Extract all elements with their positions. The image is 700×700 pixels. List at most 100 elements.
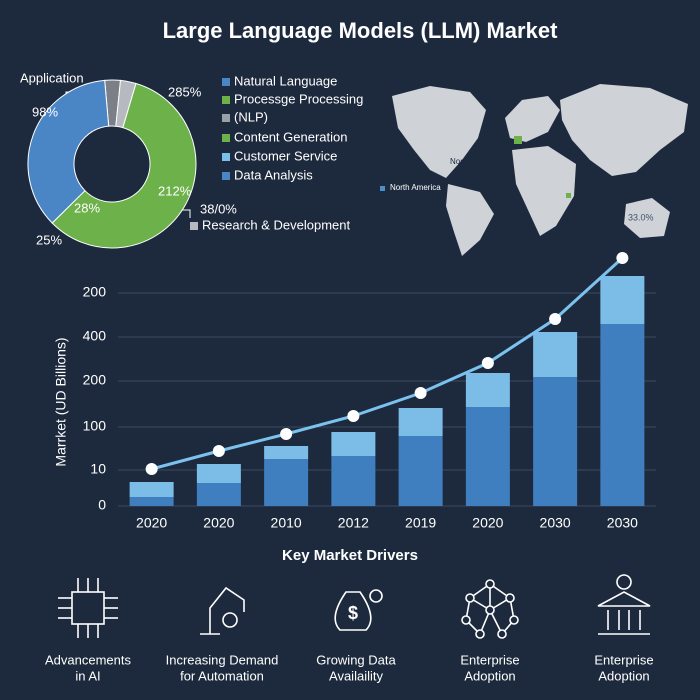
trend-point [481, 357, 494, 369]
node [505, 593, 515, 603]
driver-icon [200, 586, 245, 635]
bar-segment [533, 332, 578, 377]
europe [505, 96, 560, 142]
x-tick-label: 2012 [338, 515, 369, 531]
x-tick-label: 2020 [203, 515, 234, 531]
bar-segment [600, 276, 645, 324]
y-tick-label: 10 [90, 461, 106, 477]
donut-annotation: 98% [32, 104, 58, 119]
dollar: $ [348, 603, 358, 623]
donut-annotation: 212% [158, 183, 192, 198]
map-label: 33.0% [628, 212, 654, 222]
bar-segment [129, 482, 174, 497]
y-axis-label: Marrket (UD Billions) [53, 337, 69, 466]
node [461, 615, 471, 625]
y-tick-label: 400 [83, 328, 107, 344]
x-tick-label: 2030 [540, 515, 571, 531]
driver-icon [597, 574, 651, 635]
trend-point [212, 445, 225, 457]
legend-label: (NLP) [234, 109, 268, 124]
legend-swatch [222, 114, 230, 122]
trend-point [549, 313, 562, 325]
donut-annotation: 28% [74, 200, 100, 215]
donut-annotation: 285% [168, 84, 202, 99]
trend-point [347, 410, 360, 422]
map-marker [566, 193, 571, 198]
legend-label: Processge Processing [234, 91, 363, 106]
driver-label: Adoption [598, 668, 649, 683]
driver-label: Enterprise [594, 652, 653, 667]
donut-segment [27, 79, 110, 224]
bar-segment [398, 408, 443, 436]
leader-line [182, 209, 191, 218]
node [485, 605, 495, 615]
trend-point [616, 252, 629, 264]
donut-annotation: 38/0% [200, 201, 237, 216]
y-tick-label: 100 [83, 418, 107, 434]
africa [512, 146, 576, 236]
map-marker [514, 136, 522, 144]
legend-label: Data Analysis [234, 167, 313, 182]
legend-swatch [222, 172, 230, 180]
node [485, 579, 495, 589]
map-label: North America [450, 157, 501, 166]
y-tick-label: 200 [83, 284, 107, 300]
bar-segment [331, 456, 376, 506]
donut-annotation: Application [20, 70, 84, 85]
legend-swatch [222, 134, 230, 142]
driver-icon [58, 578, 118, 638]
bar-segment [264, 459, 309, 506]
x-tick-label: 2020 [136, 515, 167, 531]
x-tick-label: 2030 [607, 515, 638, 531]
y-tick-label: 200 [83, 372, 107, 388]
trend-point [145, 463, 158, 475]
bar-segment [129, 497, 174, 506]
trend-point [414, 387, 427, 399]
map-label: Asia-Pacific [576, 190, 618, 199]
bar-segment [264, 446, 309, 459]
bar-segment [398, 436, 443, 506]
node [475, 629, 485, 639]
legend-label: Research & Development [202, 217, 351, 232]
person [616, 574, 632, 590]
donut-annotation: 25% [36, 232, 62, 247]
bar-segment [331, 432, 376, 456]
map-marker [380, 186, 385, 191]
australia [624, 198, 670, 238]
legend-label: Natural Language [234, 73, 337, 88]
map-label: North America [390, 183, 441, 192]
driver-label: Enterprise [460, 652, 519, 667]
gear [222, 612, 238, 628]
world-map [392, 84, 688, 256]
legend-label: Content Generation [234, 129, 347, 144]
robot-arm [200, 586, 245, 635]
driver-label: Increasing Demand [166, 652, 279, 667]
node [465, 593, 475, 603]
bar-segment [196, 464, 241, 483]
driver-label: Adoption [464, 668, 515, 683]
x-tick-label: 2019 [405, 515, 436, 531]
driver-label: in AI [75, 668, 100, 683]
bar-segment [600, 324, 645, 506]
bar-segment [196, 483, 241, 506]
bar-segment [465, 407, 510, 506]
node [509, 615, 519, 625]
driver-icon: $ [334, 589, 383, 631]
legend-swatch [222, 153, 230, 161]
drivers-title: Key Market Drivers [282, 547, 418, 564]
bar-segment [533, 377, 578, 506]
node [497, 629, 507, 639]
south-america [446, 184, 494, 256]
legend-swatch [222, 78, 230, 86]
asia [560, 84, 688, 176]
x-tick-label: 2020 [472, 515, 503, 531]
legend-swatch [222, 96, 230, 104]
trend-line [151, 256, 624, 471]
driver-label: Availaility [329, 668, 383, 683]
donut-segment [51, 82, 197, 249]
trend-point [280, 428, 293, 440]
y-tick-label: 0 [98, 497, 106, 513]
driver-label: Advancements [45, 652, 131, 667]
driver-icon [461, 579, 519, 639]
